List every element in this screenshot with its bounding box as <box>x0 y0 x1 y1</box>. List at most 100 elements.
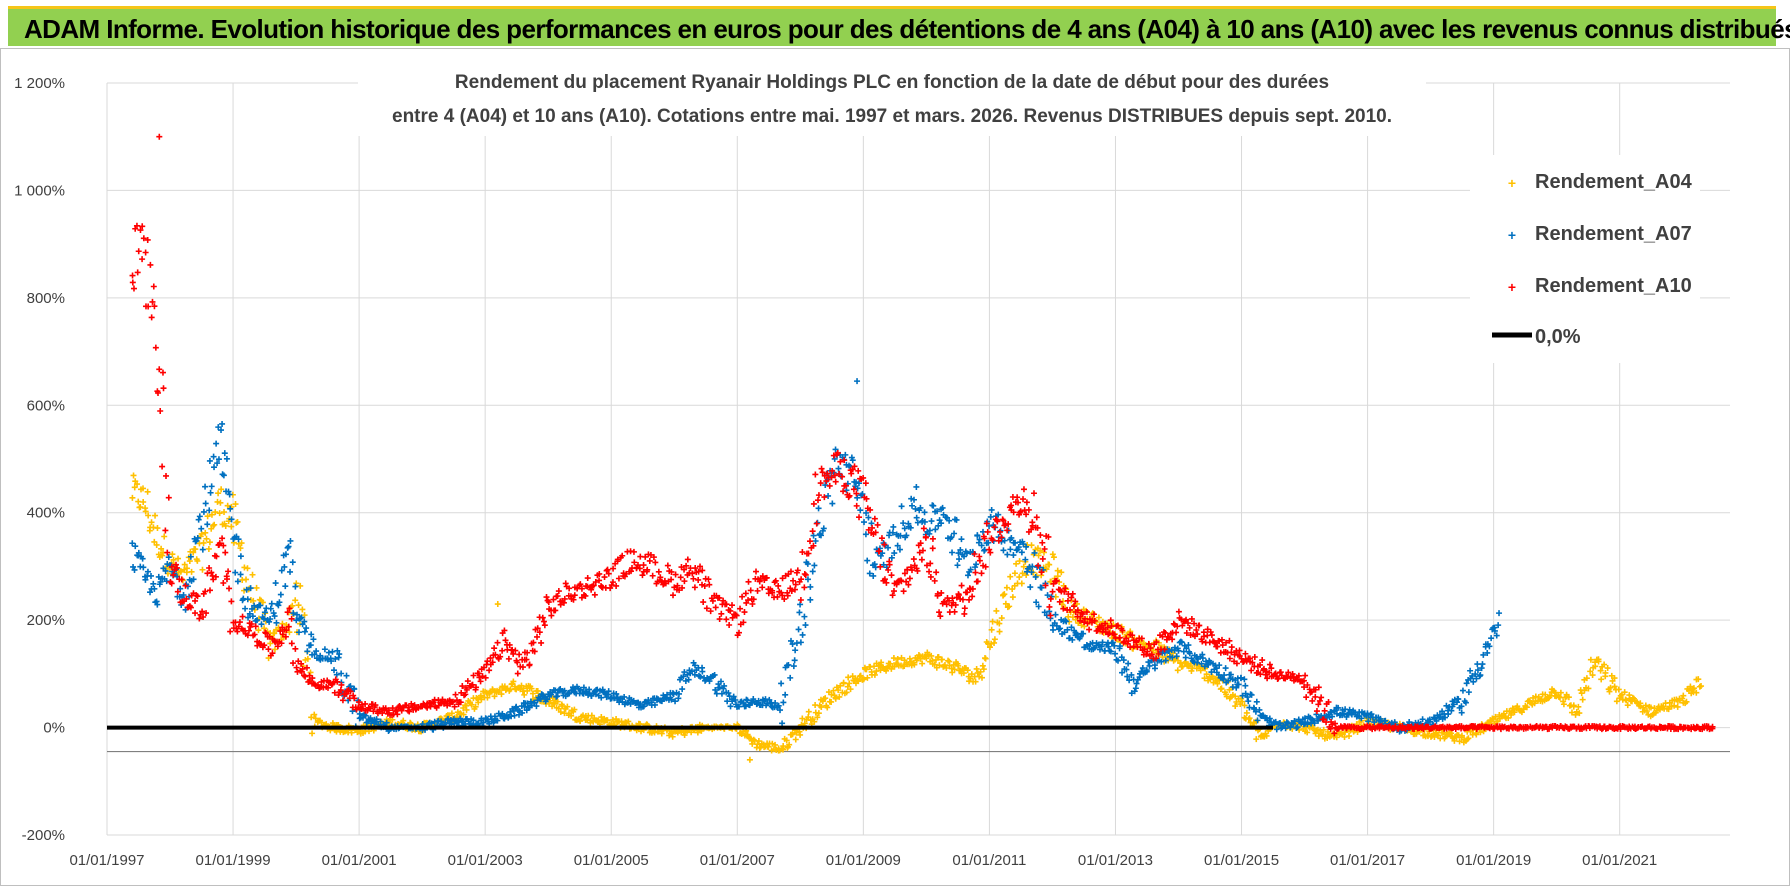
x-tick-label: 01/01/2005 <box>574 852 649 869</box>
a10-point <box>807 538 814 545</box>
a10-point <box>1144 648 1151 655</box>
a07-point <box>208 483 215 490</box>
a10-point <box>591 591 598 598</box>
a10-point <box>791 586 798 593</box>
a04-point <box>142 508 149 515</box>
a07-point <box>889 529 896 536</box>
a07-point <box>206 507 213 514</box>
a04-point <box>1683 698 1690 705</box>
a10-point <box>707 608 714 615</box>
a04-point <box>496 687 503 694</box>
a07-point <box>1221 672 1228 679</box>
a04-point <box>301 612 308 619</box>
a07-point <box>680 673 687 680</box>
a04-point <box>1597 667 1604 674</box>
legend-label-a04: Rendement_A04 <box>1535 171 1693 193</box>
a10-point <box>324 684 331 691</box>
a10-point <box>1709 723 1716 730</box>
a10-point <box>486 667 493 674</box>
a07-point <box>804 576 811 583</box>
a10-point <box>206 564 213 571</box>
a07-point <box>1484 649 1491 656</box>
a04-point <box>1615 686 1622 693</box>
a07-point <box>1473 675 1480 682</box>
a04-point <box>1007 573 1014 580</box>
a07-point <box>332 655 339 662</box>
a10-point <box>450 698 457 705</box>
a04-point <box>815 710 822 717</box>
a10-point <box>790 577 797 584</box>
a10-point <box>1138 635 1145 642</box>
a07-point <box>1329 713 1336 720</box>
a10-point <box>644 566 651 573</box>
a10-point <box>674 582 681 589</box>
a04-point <box>177 568 184 575</box>
a10-point <box>545 599 552 606</box>
a10-point <box>514 670 521 677</box>
outlier-point <box>746 756 753 763</box>
a04-point <box>510 678 517 685</box>
a10-point <box>1060 605 1067 612</box>
a04-point <box>936 662 943 669</box>
a07-point <box>1244 694 1251 701</box>
a07-point <box>1358 715 1365 722</box>
a10-point <box>168 580 175 587</box>
a10-point <box>1223 639 1230 646</box>
a04-point <box>1624 702 1631 709</box>
a04-point <box>212 509 219 516</box>
a10-point <box>1251 654 1258 661</box>
a04-point <box>1587 668 1594 675</box>
a07-point <box>227 505 234 512</box>
a10-point <box>571 592 578 599</box>
a07-point <box>807 583 814 590</box>
a10-point <box>1175 608 1182 615</box>
a07-point <box>1256 706 1263 713</box>
a07-point <box>740 699 747 706</box>
a07-point <box>438 718 445 725</box>
a04-point <box>568 712 575 719</box>
a04-point <box>534 687 541 694</box>
a07-point <box>1057 625 1064 632</box>
a04-point <box>463 706 470 713</box>
a10-point <box>347 688 354 695</box>
a10-point <box>144 236 151 243</box>
a10-point <box>1242 650 1249 657</box>
a10-point <box>459 683 466 690</box>
a07-point <box>1463 680 1470 687</box>
a10-point <box>723 616 730 623</box>
a07-point <box>554 689 561 696</box>
a10-point <box>1277 669 1284 676</box>
a10-point <box>1301 684 1308 691</box>
a10-point <box>283 627 290 634</box>
a10-point <box>830 452 837 459</box>
y-tick-label: 1 000% <box>14 182 65 199</box>
a07-point <box>577 686 584 693</box>
a10-point <box>1119 627 1126 634</box>
a04-point <box>1542 691 1549 698</box>
a04-point <box>1613 698 1620 705</box>
a10-point <box>1236 647 1243 654</box>
a10-point <box>262 630 269 637</box>
a07-point <box>706 678 713 685</box>
a10-point <box>695 576 702 583</box>
a04-point <box>234 518 241 525</box>
a07-point <box>1433 717 1440 724</box>
a10-point <box>1062 585 1069 592</box>
a10-point <box>1086 626 1093 633</box>
a10-point <box>829 467 836 474</box>
a10-point <box>536 629 543 636</box>
a10-point <box>955 592 962 599</box>
a07-point <box>135 549 142 556</box>
a10-point <box>919 547 926 554</box>
a07-point <box>1493 632 1500 639</box>
a10-point <box>1038 569 1045 576</box>
a04-point <box>255 627 262 634</box>
a10-point <box>839 473 846 480</box>
a04-point <box>797 731 804 738</box>
a04-point <box>799 715 806 722</box>
x-tick-label: 01/01/2003 <box>448 852 523 869</box>
a07-point <box>157 578 164 585</box>
a10-point <box>775 582 782 589</box>
